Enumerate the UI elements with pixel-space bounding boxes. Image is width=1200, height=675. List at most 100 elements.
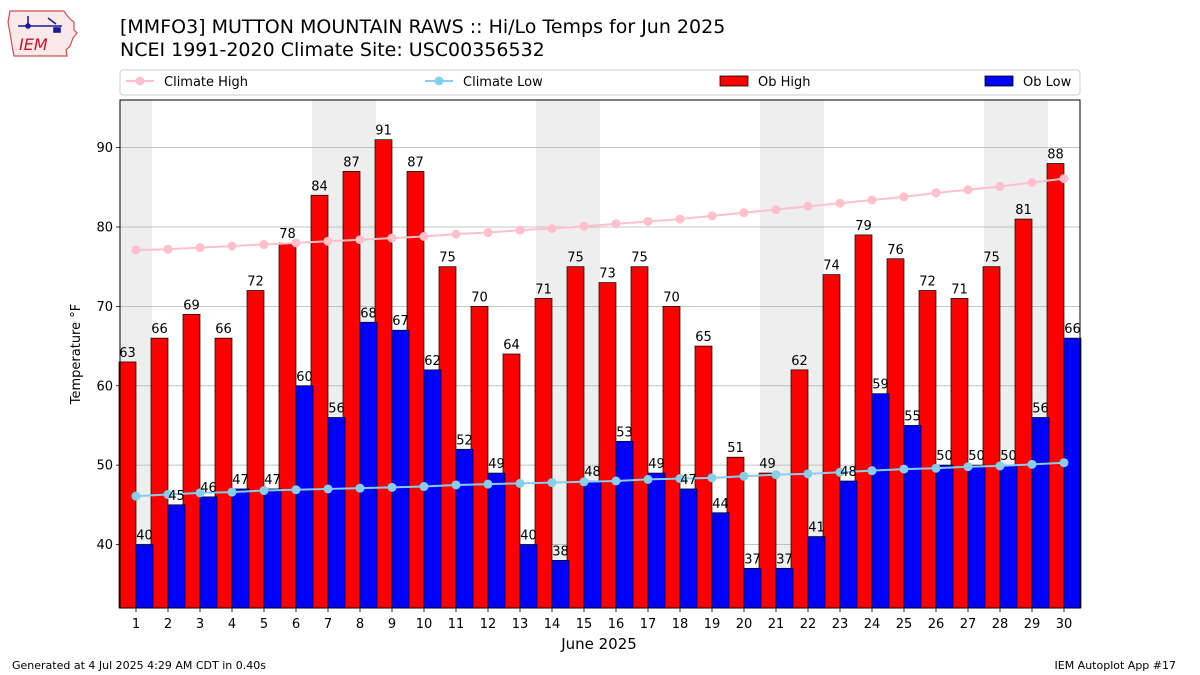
point-climate-low-day-28 xyxy=(995,461,1005,471)
app-label: IEM Autoplot App #17 xyxy=(1054,659,1177,672)
chart-title: [MMFO3] MUTTON MOUNTAIN RAWS :: Hi/Lo Te… xyxy=(120,16,726,38)
bar-ob-low-day-23 xyxy=(839,480,858,609)
point-climate-high-day-16 xyxy=(611,219,621,229)
legend-label-climate-high: Climate High xyxy=(164,75,248,90)
label-ob-low-day-28: 50 xyxy=(1000,449,1017,464)
point-climate-low-day-22 xyxy=(803,469,813,479)
x-tick-label-15: 15 xyxy=(576,617,593,632)
bar-ob-high-day-4 xyxy=(214,337,233,609)
label-ob-low-day-11: 52 xyxy=(456,433,473,448)
label-ob-low-day-7: 56 xyxy=(328,402,345,417)
point-climate-low-day-19 xyxy=(707,473,717,483)
label-ob-low-day-21: 37 xyxy=(776,552,793,567)
line-climate-high xyxy=(135,177,1065,252)
point-climate-low-day-12 xyxy=(483,479,493,489)
point-climate-low-day-5 xyxy=(259,486,269,496)
x-tick-label-14: 14 xyxy=(544,617,561,632)
y-tick-label-50: 50 xyxy=(96,459,113,474)
bar-ob-low-day-28 xyxy=(999,464,1018,609)
point-climate-low-day-23 xyxy=(835,467,845,477)
label-ob-low-day-24: 59 xyxy=(872,378,889,393)
point-climate-low-day-15 xyxy=(579,477,589,487)
y-tick-label-60: 60 xyxy=(96,379,113,394)
x-tick-label-17: 17 xyxy=(640,617,657,632)
point-climate-high-day-13 xyxy=(515,225,525,235)
bar-ob-high-day-11 xyxy=(438,266,457,609)
point-climate-low-day-26 xyxy=(931,463,941,473)
bar-ob-high-day-17 xyxy=(630,266,649,609)
legend-item-ob-high: Ob High xyxy=(719,75,811,90)
bar-ob-low-day-8 xyxy=(359,321,378,609)
label-ob-low-day-22: 41 xyxy=(808,521,825,536)
bar-ob-high-day-25 xyxy=(886,258,905,609)
label-ob-low-day-12: 49 xyxy=(488,457,505,472)
label-ob-low-day-13: 40 xyxy=(520,529,537,544)
point-climate-low-day-14 xyxy=(547,478,557,488)
x-tick-label-18: 18 xyxy=(672,617,689,632)
x-tick-label-5: 5 xyxy=(260,617,268,632)
label-ob-low-day-29: 56 xyxy=(1032,402,1049,417)
x-tick-label-20: 20 xyxy=(736,617,753,632)
point-climate-high-day-6 xyxy=(291,238,301,248)
label-ob-high-day-6: 78 xyxy=(279,227,296,242)
label-ob-low-day-18: 47 xyxy=(680,473,697,488)
bar-ob-low-day-12 xyxy=(487,472,506,609)
bar-ob-high-day-26 xyxy=(918,290,937,609)
x-tick-label-8: 8 xyxy=(356,617,364,632)
legend-item-climate-high: Climate High xyxy=(126,75,248,90)
label-ob-high-day-3: 69 xyxy=(183,298,200,313)
bar-ob-high-day-29 xyxy=(1014,218,1033,609)
point-climate-low-day-24 xyxy=(867,466,877,476)
bar-ob-high-day-5 xyxy=(246,290,265,609)
label-ob-low-day-15: 48 xyxy=(584,465,601,480)
label-ob-low-day-30: 66 xyxy=(1064,322,1081,337)
bar-ob-low-day-21 xyxy=(775,567,794,609)
iowa-state-outline xyxy=(7,10,78,57)
bar-ob-high-day-1 xyxy=(118,361,137,609)
bar-ob-high-day-15 xyxy=(566,266,585,609)
point-climate-high-day-7 xyxy=(323,236,333,246)
line-climate-low xyxy=(135,461,1065,498)
bar-ob-high-day-16 xyxy=(598,282,617,609)
bar-ob-low-day-20 xyxy=(743,567,762,609)
chart-subtitle: NCEI 1991-2020 Climate Site: USC00356532 xyxy=(120,39,545,61)
label-ob-high-day-12: 70 xyxy=(471,290,488,305)
label-ob-high-day-17: 75 xyxy=(631,251,648,266)
bar-ob-low-day-1 xyxy=(135,544,154,609)
bar-ob-low-day-11 xyxy=(455,448,474,609)
point-climate-low-day-2 xyxy=(163,489,173,499)
bar-ob-high-day-7 xyxy=(310,194,329,609)
bar-ob-high-day-21 xyxy=(758,472,777,609)
label-ob-high-day-1: 63 xyxy=(119,346,136,361)
label-ob-low-day-9: 67 xyxy=(392,314,409,329)
y-tick-label-90: 90 xyxy=(96,141,113,156)
bar-ob-low-day-19 xyxy=(711,512,730,609)
point-climate-low-day-3 xyxy=(195,488,205,498)
label-ob-high-day-18: 70 xyxy=(663,290,680,305)
point-climate-high-day-27 xyxy=(963,185,973,195)
point-climate-high-day-17 xyxy=(643,216,653,226)
point-climate-low-day-17 xyxy=(643,474,653,484)
bar-ob-high-day-27 xyxy=(950,298,969,609)
label-ob-low-day-1: 40 xyxy=(136,529,153,544)
bar-ob-low-day-30 xyxy=(1063,337,1082,609)
y-tick-label-40: 40 xyxy=(96,538,113,553)
weather-station-icon xyxy=(18,16,62,33)
label-ob-high-day-19: 65 xyxy=(695,330,712,345)
bar-ob-low-day-15 xyxy=(583,480,602,609)
label-ob-high-day-11: 75 xyxy=(439,251,456,266)
point-climate-high-day-11 xyxy=(451,229,461,239)
point-climate-high-day-28 xyxy=(995,182,1005,192)
point-climate-high-day-25 xyxy=(899,192,909,202)
legend-frame xyxy=(119,69,1081,96)
label-ob-high-day-8: 87 xyxy=(343,155,360,170)
point-climate-high-day-8 xyxy=(355,235,365,245)
x-tick-label-4: 4 xyxy=(228,617,236,632)
bar-ob-high-day-3 xyxy=(182,313,201,609)
label-ob-low-day-16: 53 xyxy=(616,425,633,440)
label-ob-high-day-25: 76 xyxy=(887,243,904,258)
label-ob-high-day-21: 49 xyxy=(759,457,776,472)
bar-ob-high-day-30 xyxy=(1046,163,1065,609)
x-tick-label-30: 30 xyxy=(1056,617,1073,632)
point-climate-high-day-2 xyxy=(163,244,173,254)
